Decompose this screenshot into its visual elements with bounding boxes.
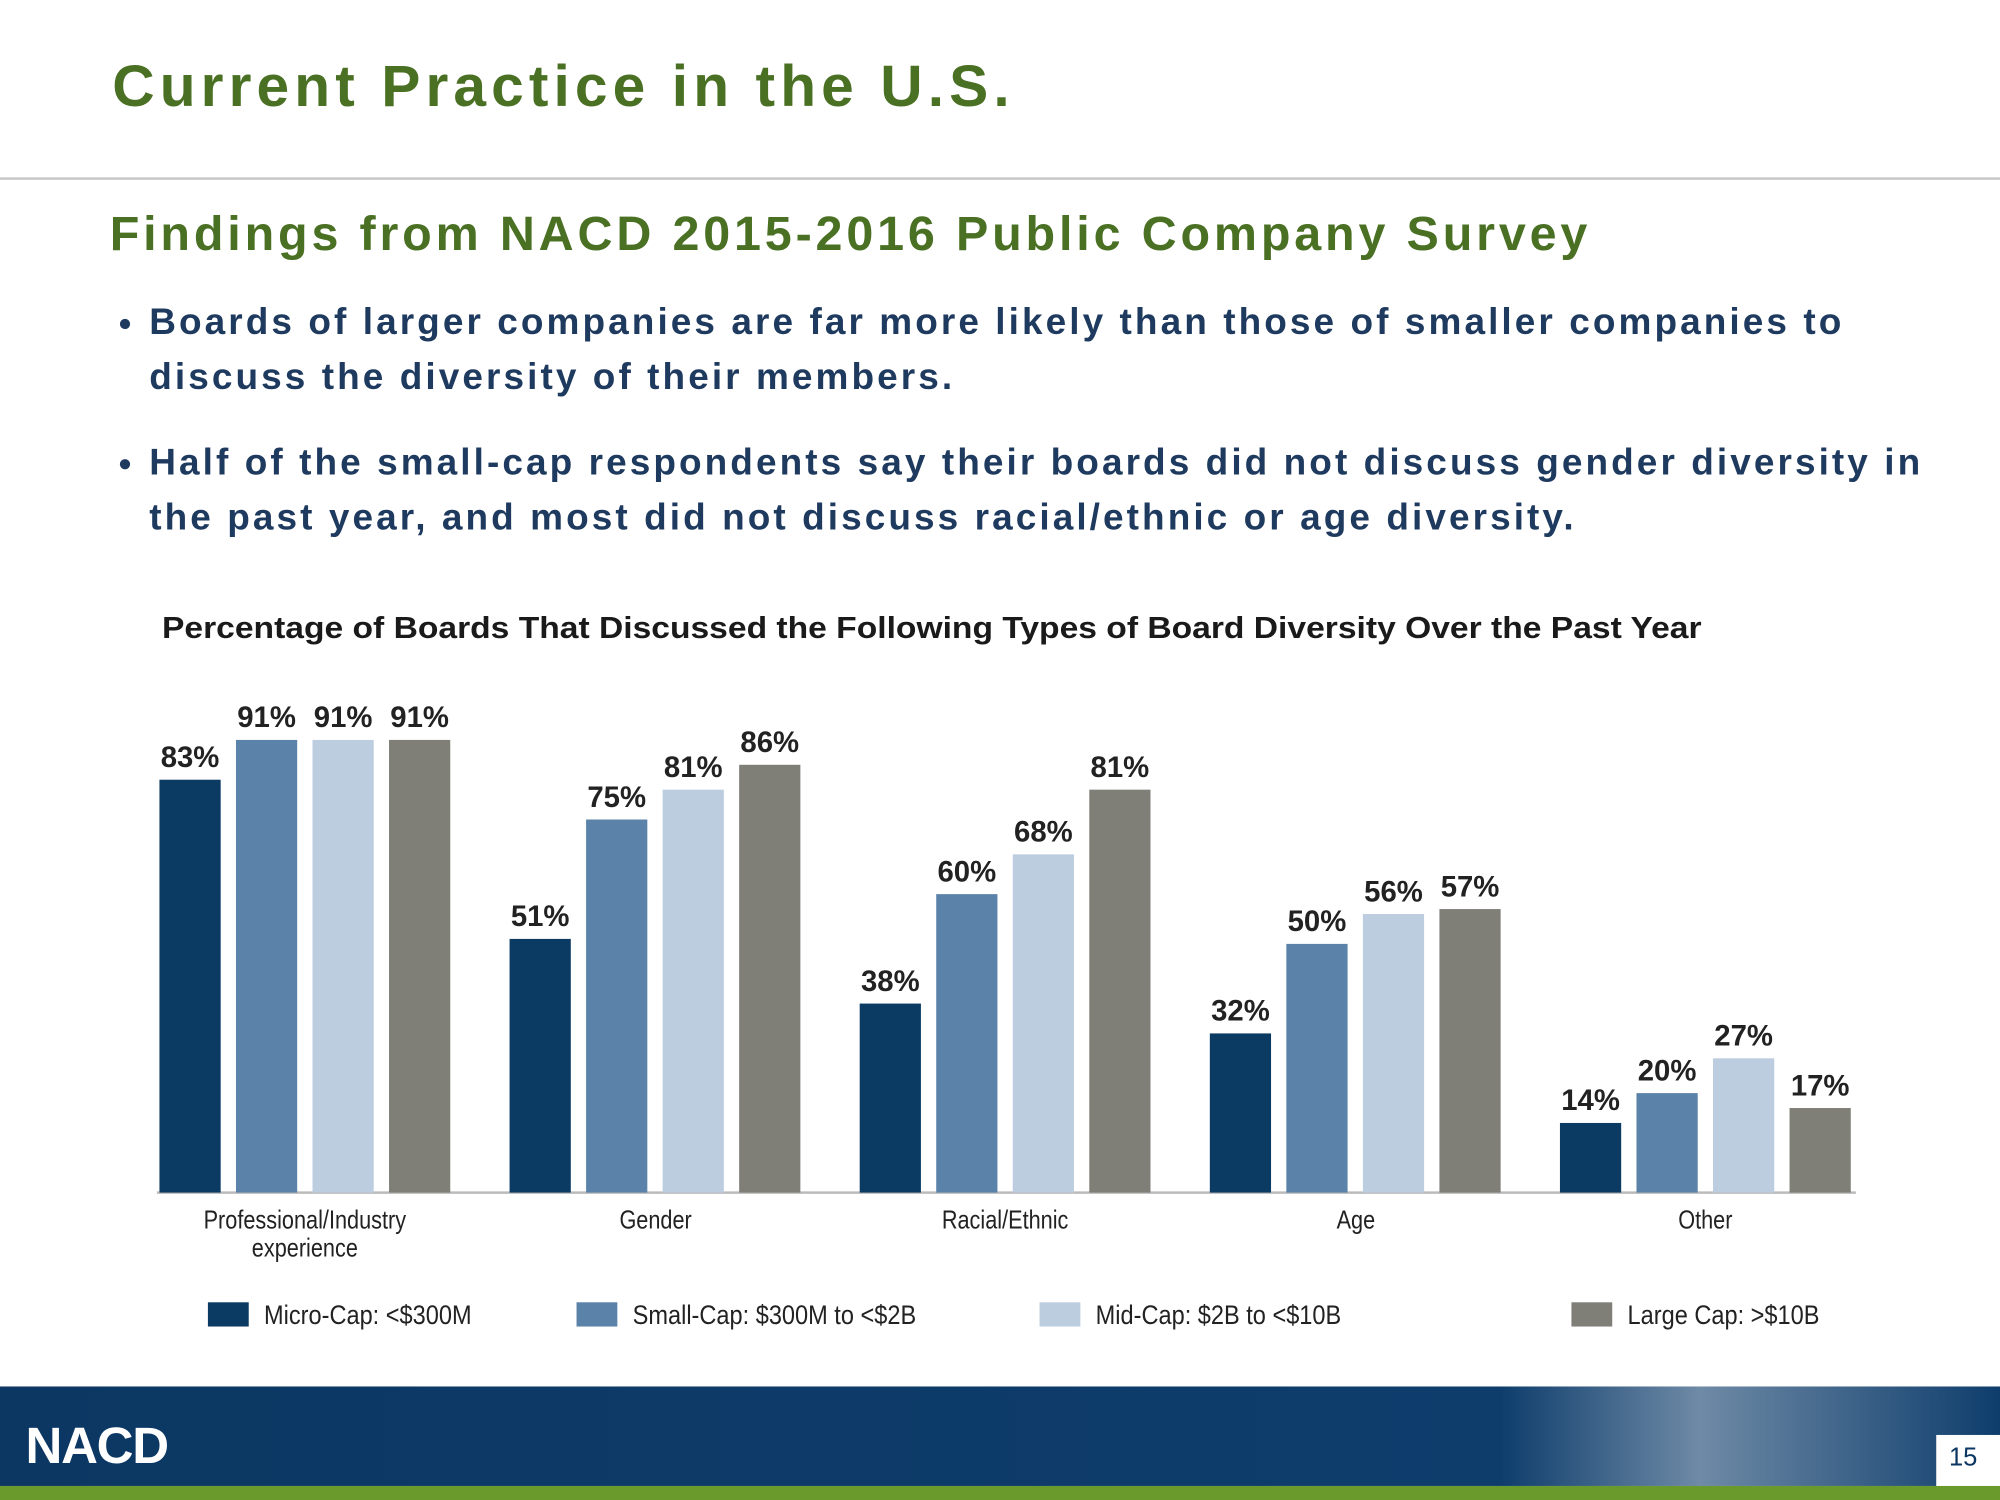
bar [389,739,451,1193]
bar [859,1003,921,1193]
slide-title: Current Practice in the U.S. [112,52,1015,119]
legend-swatch [576,1302,618,1327]
data-label: 81% [664,751,723,784]
x-tick-label: Racial/Ethnic [941,1206,1069,1235]
data-label: 51% [511,900,570,933]
bullet: Half of the small-cap respondents say th… [149,436,1960,546]
legend-label: Small-Cap: $300M to <$2B [633,1301,917,1331]
legend-swatch [1571,1302,1613,1327]
divider [0,177,2000,180]
bar [739,764,801,1193]
data-label: 17% [1791,1069,1850,1102]
bar [1286,943,1348,1193]
bar [159,779,221,1193]
bullet-list: Boards of larger companies are far more … [110,296,1961,577]
data-label: 91% [390,701,449,734]
bar [1636,1093,1698,1193]
bar [1559,1122,1622,1193]
x-tick-label: Other [1678,1206,1733,1235]
data-label: 57% [1441,870,1500,903]
data-label: 86% [740,726,799,759]
data-label: 83% [161,741,220,774]
data-label: 38% [861,965,920,998]
bar [1209,1033,1272,1193]
bar [1439,909,1501,1193]
data-label: 81% [1091,751,1150,784]
bullet: Boards of larger companies are far more … [149,296,1960,406]
data-label: 68% [1014,816,1073,849]
data-label: 56% [1364,875,1423,908]
bar [662,789,724,1193]
data-label: 14% [1561,1084,1620,1117]
x-tick-label: Professional/Industry experience [203,1206,407,1263]
page-number-box [1936,1434,2000,1486]
legend-swatch [207,1302,249,1327]
subtitle: Findings from NACD 2015-2016 Public Comp… [109,207,1592,262]
data-label: 27% [1714,1020,1773,1053]
legend-label: Mid-Cap: $2B to <$10B [1096,1301,1342,1331]
data-label: 91% [314,701,373,734]
legend-label: Large Cap: >$10B [1628,1301,1820,1331]
x-tick-label: Gender [618,1206,692,1235]
footer-band [0,1386,2000,1486]
data-label: 20% [1638,1054,1697,1087]
bar [509,938,571,1193]
bar [235,739,298,1193]
footer-strip [0,1485,2000,1500]
legend-label: Micro-Cap: <$300M [264,1301,472,1331]
bar [1362,914,1425,1193]
bar [1012,854,1074,1193]
bar [1089,789,1151,1193]
x-tick-label: Age [1335,1206,1375,1235]
bar [936,894,998,1193]
data-label: 60% [937,855,996,888]
bar [586,819,648,1193]
page-number: 15 [1948,1443,1978,1472]
bar [312,739,374,1193]
data-label: 50% [1288,905,1347,938]
chart-title: Percentage of Boards That Discussed the … [162,611,1702,645]
legend-swatch [1039,1302,1081,1327]
data-label: 32% [1211,995,1270,1028]
data-label: 91% [237,701,296,734]
bar [1713,1058,1775,1193]
data-label: 75% [587,781,646,814]
bar [1789,1108,1851,1193]
logo: NACD [25,1418,170,1475]
